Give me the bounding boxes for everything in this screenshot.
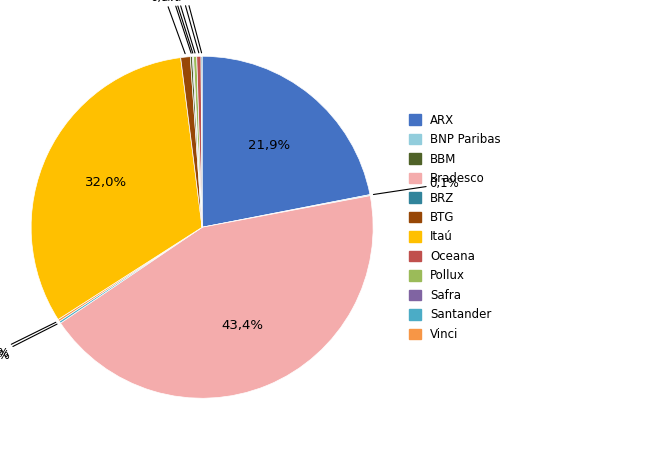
Text: 21,9%: 21,9%	[248, 139, 291, 152]
Wedge shape	[190, 57, 202, 227]
Wedge shape	[202, 194, 370, 227]
Text: 0,1%: 0,1%	[374, 177, 458, 194]
Legend: ARX, BNP Paribas, BBM, Bradesco, BRZ, BTG, Itaú, Oceana, Pollux, Safra, Santande: ARX, BNP Paribas, BBM, Bradesco, BRZ, BT…	[409, 113, 501, 341]
Wedge shape	[202, 56, 370, 227]
Text: 43,4%: 43,4%	[222, 319, 263, 332]
Text: 0,4%: 0,4%	[168, 0, 199, 53]
Wedge shape	[192, 56, 202, 227]
Text: 0,9%: 0,9%	[150, 0, 185, 54]
Text: 0,1%: 0,1%	[171, 0, 201, 53]
Wedge shape	[31, 58, 202, 320]
Wedge shape	[58, 227, 202, 321]
Text: 0,2%: 0,2%	[0, 322, 56, 360]
Wedge shape	[61, 196, 373, 398]
Text: 0,2%: 0,2%	[158, 0, 191, 53]
Text: 0,1%: 0,1%	[160, 0, 193, 53]
Text: 0,3%: 0,3%	[163, 0, 195, 53]
Wedge shape	[59, 227, 202, 323]
Text: 0,2%: 0,2%	[0, 324, 57, 362]
Wedge shape	[194, 56, 202, 227]
Text: 32,0%: 32,0%	[85, 176, 127, 189]
Wedge shape	[197, 56, 202, 227]
Wedge shape	[181, 57, 202, 227]
Wedge shape	[201, 56, 202, 227]
